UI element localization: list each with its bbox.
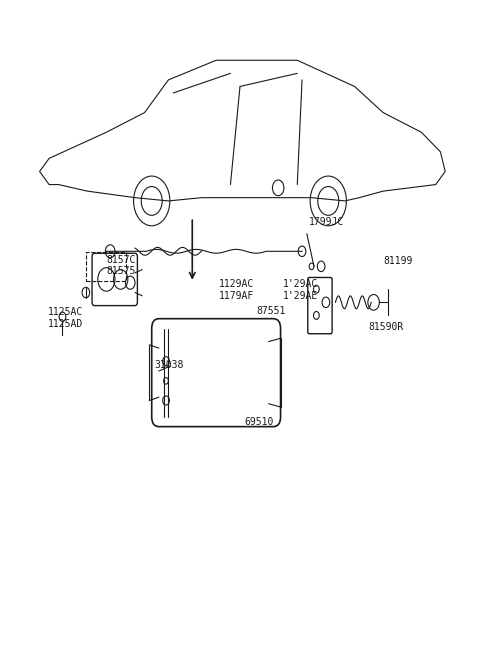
Text: 8157C: 8157C — [107, 255, 136, 265]
Text: 87551: 87551 — [257, 306, 286, 316]
Text: 1125AC
1125AD: 1125AC 1125AD — [48, 307, 84, 329]
Text: 81199: 81199 — [383, 256, 412, 266]
Text: 81575: 81575 — [107, 266, 136, 276]
Text: 69510: 69510 — [245, 417, 274, 426]
Text: 1799JC: 1799JC — [309, 217, 345, 227]
Text: 1129AC
1179AF: 1129AC 1179AF — [218, 279, 254, 301]
Text: 31038: 31038 — [154, 360, 183, 370]
Text: 81590R: 81590R — [368, 323, 403, 332]
Text: 1'29AC
1'29AE: 1'29AC 1'29AE — [283, 279, 318, 301]
